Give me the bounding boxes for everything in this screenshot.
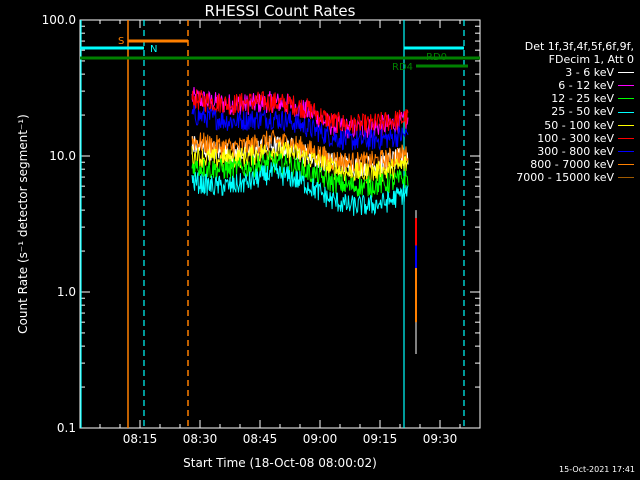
legend-item: 300 - 800 keV — [478, 145, 634, 158]
x-tick-label: 08:15 — [123, 432, 158, 446]
legend-label: 3 - 6 keV — [565, 66, 614, 80]
x-tick-label: 08:45 — [243, 432, 278, 446]
legend-item: 50 - 100 keV — [478, 119, 634, 132]
x-axis-label: Start Time (18-Oct-08 08:00:02) — [183, 456, 377, 470]
x-tick-label: 08:30 — [183, 432, 218, 446]
legend-swatch — [618, 85, 634, 87]
legend-item: 12 - 25 keV — [478, 92, 634, 105]
x-tick-label: 09:15 — [363, 432, 398, 446]
legend-swatch — [618, 72, 634, 74]
x-tick-label: 09:30 — [423, 432, 458, 446]
legend-swatch — [618, 163, 634, 165]
timestamp: 15-Oct-2021 17:41 — [559, 465, 635, 474]
legend-swatch — [618, 124, 634, 126]
y-axis-label: Count Rate (s⁻¹ detector segment⁻¹) — [16, 114, 30, 334]
legend-label: 50 - 100 keV — [544, 118, 614, 132]
series-100-300-kev — [191, 89, 409, 136]
legend-item: 6 - 12 keV — [478, 79, 634, 92]
annotation-rd0: RD0 — [426, 52, 447, 63]
legend-swatch — [618, 176, 634, 178]
legend-item: 800 - 7000 keV — [478, 158, 634, 171]
annotation-rd4: RD4 — [392, 62, 413, 73]
legend: Det 1f,3f,4f,5f,6f,9f, FDecim 1, Att 0 3… — [478, 40, 634, 184]
legend-label: 12 - 25 keV — [551, 92, 614, 106]
legend-swatch — [618, 150, 634, 152]
series-800-7000-kev — [191, 129, 409, 173]
legend-item: 7000 - 15000 keV — [478, 171, 634, 184]
chart-title: RHESSI Count Rates — [205, 2, 356, 20]
y-tick-label: 100.0 — [42, 13, 76, 27]
legend-label: 25 - 50 keV — [551, 105, 614, 119]
series-50-100-kev — [191, 141, 409, 184]
series-25-50-kev — [191, 161, 409, 216]
legend-label: 800 - 7000 keV — [530, 157, 614, 171]
legend-header-line-2: FDecim 1, Att 0 — [548, 53, 634, 67]
legend-swatch — [618, 111, 634, 113]
series-300-800-kev — [191, 105, 409, 151]
legend-item: 25 - 50 keV — [478, 105, 634, 118]
legend-label: 7000 - 15000 keV — [516, 170, 614, 184]
y-tick-label: 10.0 — [49, 149, 76, 163]
legend-item: 100 - 300 keV — [478, 132, 634, 145]
legend-header-line-1: Det 1f,3f,4f,5f,6f,9f, — [524, 40, 634, 53]
legend-label: 6 - 12 keV — [558, 79, 614, 93]
legend-item: 3 - 6 keV — [478, 66, 634, 79]
y-tick-label: 0.1 — [57, 421, 76, 435]
annotation-n: N — [150, 44, 157, 55]
legend-swatch — [618, 137, 634, 139]
legend-label: 300 - 800 keV — [537, 144, 614, 158]
x-tick-label: 09:00 — [303, 432, 338, 446]
legend-swatch — [618, 98, 634, 100]
plot-frame — [79, 19, 481, 429]
annotation-s: S — [118, 36, 124, 47]
y-tick-label: 1.0 — [57, 285, 76, 299]
legend-label: 100 - 300 keV — [537, 131, 614, 145]
